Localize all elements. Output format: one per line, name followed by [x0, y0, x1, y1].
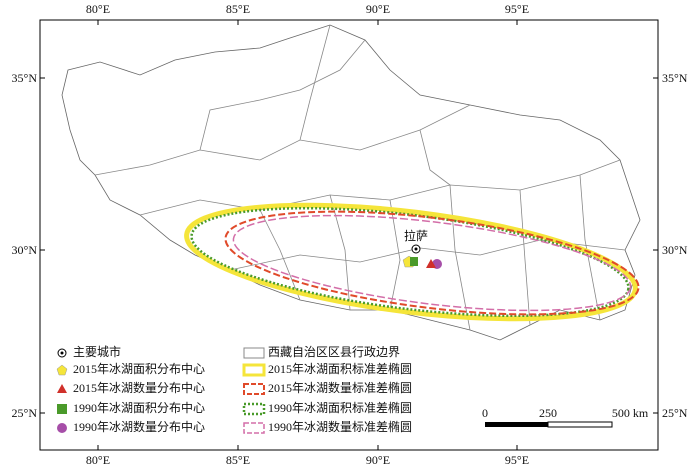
- legend-label: 2015年冰湖面积分布中心: [73, 361, 205, 376]
- legend-label: 西藏自治区区县行政边界: [268, 345, 400, 359]
- lon-label: 90°E: [366, 453, 390, 467]
- boundaries: [61, 24, 641, 341]
- legend-label: 1990年冰湖数量分布中心: [73, 419, 205, 434]
- scale-label: 500 km: [612, 406, 649, 420]
- lon-label: 95°E: [505, 2, 529, 16]
- lon-label: 95°E: [505, 453, 529, 467]
- scale-label: 250: [539, 406, 557, 420]
- scale-label: 0: [482, 406, 488, 420]
- lat-label: 30°N: [662, 243, 688, 257]
- ellipse-1990-count: [232, 214, 632, 312]
- ellipse-2015-count: [224, 210, 640, 316]
- lon-label: 80°E: [86, 2, 110, 16]
- lat-label: 25°N: [662, 406, 688, 420]
- city-dot: [414, 247, 418, 251]
- lat-label: 30°N: [12, 243, 38, 257]
- legend-label: 1990年冰湖面积标准差椭圆: [268, 400, 412, 415]
- lon-label: 80°E: [86, 453, 110, 467]
- legend-label: 2015年冰湖数量分布中心: [73, 380, 205, 395]
- lon-label: 85°E: [226, 453, 250, 467]
- legend-label: 1990年冰湖数量标准差椭圆: [268, 419, 412, 434]
- lon-label: 90°E: [366, 2, 390, 16]
- lat-label: 35°N: [12, 71, 38, 85]
- map-frame: [39, 19, 659, 451]
- ellipses: [184, 202, 640, 322]
- lat-label: 35°N: [662, 71, 688, 85]
- lat-label: 25°N: [12, 406, 38, 420]
- legend: 主要城市 2015年冰湖面积分布中心 2015年冰湖数量分布中心 1990年冰湖…: [56, 344, 412, 434]
- ellipse-2015-area: [184, 202, 638, 322]
- center-2015-count: [426, 259, 436, 268]
- lat-labels: 35°N 30°N 25°N 35°N 30°N 25°N: [12, 71, 688, 420]
- ellipse-1990-area: [190, 206, 630, 318]
- centers: 拉萨: [402, 228, 442, 269]
- city-label: 拉萨: [404, 228, 428, 243]
- top-labels: 80°E 85°E 90°E 95°E 80°E 85°E 90°E 95°E: [86, 2, 529, 467]
- legend-label: 1990年冰湖面积分布中心: [73, 400, 205, 415]
- scale-bar: 0 250 500 km: [482, 406, 649, 428]
- legend-label: 2015年冰湖面积标准差椭圆: [268, 361, 412, 376]
- legend-label: 2015年冰湖数量标准差椭圆: [268, 380, 412, 395]
- lon-label: 85°E: [226, 2, 250, 16]
- center-1990-area: [410, 257, 418, 266]
- legend-label: 主要城市: [73, 344, 121, 359]
- ticks: [40, 20, 658, 450]
